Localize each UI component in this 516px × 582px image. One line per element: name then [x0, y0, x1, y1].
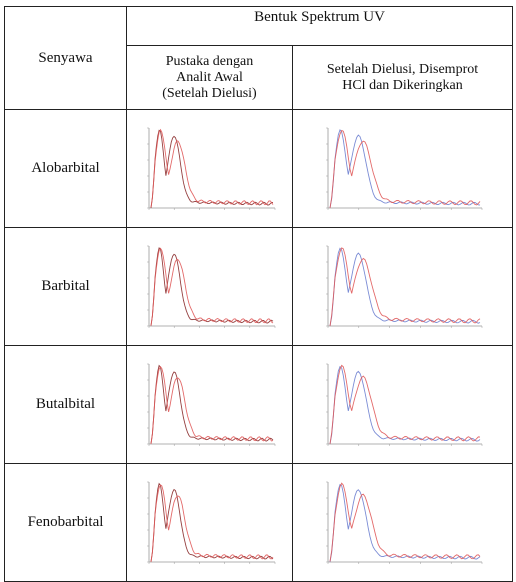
spectrum-line [150, 128, 273, 207]
table-row-barbital: Barbital [4, 227, 514, 346]
spectrum-line [150, 365, 273, 444]
spectrum-line [329, 246, 480, 326]
spectrum-line [150, 246, 273, 326]
spectrum-line [329, 129, 480, 208]
header-pustaka: Pustaka dengan Analit Awal (Setelah Diel… [126, 45, 293, 110]
header-pustaka-line2: Analit Awal [176, 69, 243, 85]
compound-name: Fenobarbital [4, 463, 127, 582]
header-setelah-line1: Setelah Dielusi, Disemprot [326, 61, 479, 77]
spectrum-line [150, 364, 273, 444]
table-row-butalbital: Butalbital [4, 345, 514, 464]
spectrum-hcl-fenobarbital [291, 463, 514, 582]
compound-name: Butalbital [4, 345, 127, 464]
spectrum-hcl-butalbital [291, 345, 514, 464]
spectrum-line [329, 128, 480, 208]
header-senyawa: Senyawa [4, 6, 127, 110]
header-pustaka-line3: (Setelah Dielusi) [162, 85, 257, 101]
uv-spectrum-table: Senyawa Bentuk Spektrum UV Pustaka denga… [4, 6, 514, 582]
spectrum-line [150, 483, 273, 562]
header-setelah-dielusi: Setelah Dielusi, Disemprot HCl dan Diker… [291, 45, 514, 110]
spectrum-library-barbital [126, 227, 293, 346]
spectrum-line [150, 482, 273, 562]
spectrum-line [329, 365, 480, 444]
header-pustaka-line1: Pustaka dengan [165, 53, 254, 69]
compound-name: Alobarbital [4, 109, 127, 228]
spectrum-line [329, 246, 480, 326]
table-row-alobarbital: Alobarbital [4, 109, 514, 228]
spectrum-library-butalbital [126, 345, 293, 464]
header-setelah-line2: HCl dan Dikeringkan [342, 77, 463, 93]
spectrum-line [329, 481, 480, 562]
table-row-fenobarbital: Fenobarbital [4, 463, 514, 582]
spectrum-library-alobarbital [126, 109, 293, 228]
spectrum-hcl-alobarbital [291, 109, 514, 228]
spectrum-hcl-barbital [291, 227, 514, 346]
spectrum-line [150, 129, 273, 208]
compound-name: Barbital [4, 227, 127, 346]
header-bentuk-spektrum-text: Bentuk Spektrum UV [254, 9, 385, 25]
header-bentuk-spektrum: Bentuk Spektrum UV [125, 6, 514, 46]
spectrum-line [150, 246, 273, 326]
spectrum-library-fenobarbital [126, 463, 293, 582]
spectrum-line [329, 364, 480, 444]
spectrum-line [329, 483, 480, 562]
